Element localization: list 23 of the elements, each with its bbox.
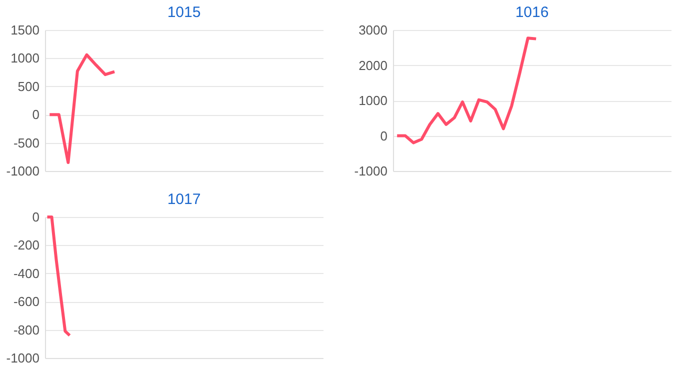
y-tick-label: 2000 <box>358 58 388 73</box>
y-tick-label: 1500 <box>10 22 40 38</box>
y-tick-label: 0 <box>380 128 388 144</box>
chart-title: 1017 <box>167 191 201 208</box>
y-tick-label: 1000 <box>10 50 40 66</box>
y-tick-label: -200 <box>13 238 40 253</box>
y-tick-label: 0 <box>32 210 40 224</box>
y-tick-label: -600 <box>13 294 40 310</box>
line-series <box>396 36 538 144</box>
y-tick-label: -500 <box>13 135 40 150</box>
chart-title: 1016 <box>515 4 549 21</box>
y-tick-label: 3000 <box>358 22 388 38</box>
y-tick-label: 0 <box>32 107 40 122</box>
y-tick-label: -1000 <box>6 164 40 178</box>
y-tick-label: 500 <box>18 78 40 94</box>
y-tick-label: -1000 <box>354 164 388 178</box>
y-tick-label: -400 <box>13 266 40 281</box>
chart-title: 1015 <box>167 4 201 21</box>
line-series <box>46 216 72 337</box>
line-series <box>48 53 116 164</box>
y-tick-label: 1000 <box>358 93 388 108</box>
y-tick-label: -800 <box>13 322 40 338</box>
y-tick-label: -1000 <box>6 350 40 366</box>
